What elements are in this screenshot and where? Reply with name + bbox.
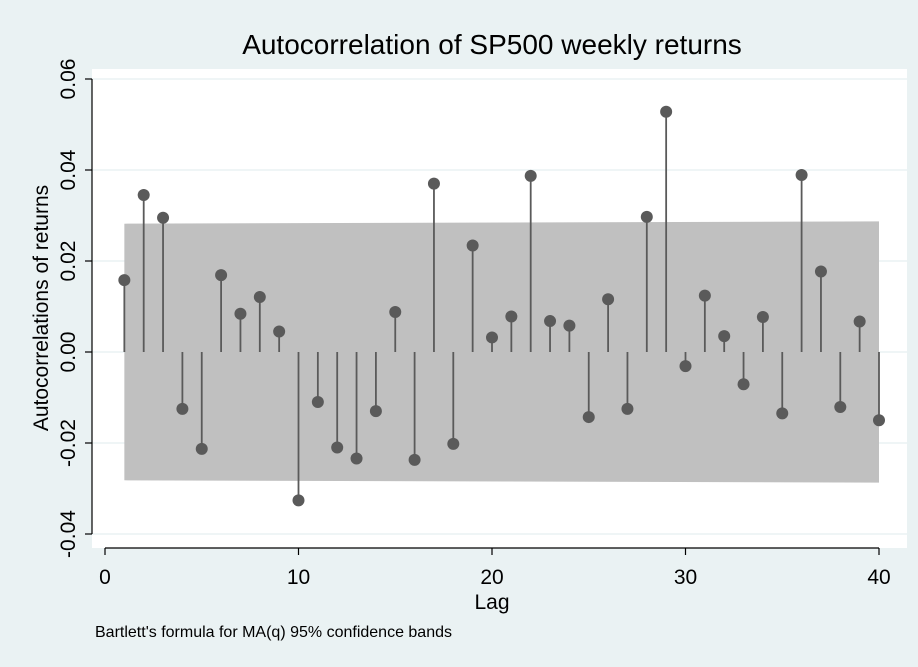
acf-point	[853, 315, 866, 328]
acf-point	[737, 378, 750, 391]
acf-point	[234, 307, 247, 320]
confidence-band	[124, 221, 880, 483]
acf-point	[873, 414, 885, 427]
acf-point	[331, 441, 344, 454]
y-tick-label: 0.02	[57, 241, 80, 282]
axes	[85, 78, 880, 555]
y-tick-label: -0.02	[57, 419, 80, 467]
acf-point	[486, 331, 498, 344]
x-tick-label: 40	[867, 566, 890, 589]
acf-point	[660, 105, 673, 118]
x-tick-label: 30	[674, 566, 697, 589]
acf-point	[311, 396, 324, 409]
acf-point	[814, 265, 827, 278]
acf-point	[350, 452, 363, 465]
acf-point	[582, 411, 595, 424]
y-tick-label: 0.04	[57, 149, 80, 190]
acf-point	[118, 274, 131, 287]
acf-point	[408, 453, 421, 466]
y-tick-label: 0.06	[57, 59, 80, 100]
y-tick-labels: -0.04 -0.02 0.00 0.02 0.04 0.06	[57, 59, 80, 558]
y-tick-label: -0.04	[57, 510, 80, 558]
acf-point	[157, 211, 170, 224]
acf-point	[137, 189, 150, 202]
acf-point	[621, 402, 634, 415]
x-axis-label: Lag	[474, 591, 509, 614]
x-tick-label: 10	[287, 566, 310, 589]
acf-point	[273, 325, 286, 338]
acf-point	[176, 402, 189, 415]
acf-point	[834, 401, 847, 414]
acf-point	[369, 405, 382, 418]
stems	[118, 105, 885, 507]
acf-point	[679, 360, 692, 373]
x-tick-label: 0	[99, 566, 111, 589]
chart-title: Autocorrelation of SP500 weekly returns	[242, 29, 742, 60]
acf-point	[756, 310, 769, 323]
acf-point	[466, 239, 479, 252]
acf-point	[602, 293, 615, 306]
acf-point	[640, 210, 653, 223]
acf-point	[195, 442, 208, 455]
x-tick-label: 20	[480, 566, 503, 589]
acf-point	[389, 305, 402, 318]
acf-point	[253, 290, 266, 303]
acf-point	[544, 315, 557, 328]
acf-point	[563, 319, 576, 332]
acf-point	[698, 289, 711, 302]
acf-point	[505, 310, 518, 323]
confidence-band-note: Bartlett's formula for MA(q) 95% confide…	[95, 624, 452, 641]
acf-point	[215, 269, 228, 282]
acf-point	[447, 437, 460, 450]
acf-point	[795, 169, 808, 182]
acf-point	[718, 330, 731, 343]
acf-point	[427, 177, 440, 190]
y-axis-label: Autocorrelations of returns	[30, 185, 53, 431]
x-tick-labels: 0 10 20 30 40	[99, 566, 891, 589]
acf-point	[524, 169, 537, 182]
acf-point	[776, 407, 789, 420]
y-tick-label: 0.00	[57, 332, 80, 373]
acf-point	[292, 494, 305, 507]
